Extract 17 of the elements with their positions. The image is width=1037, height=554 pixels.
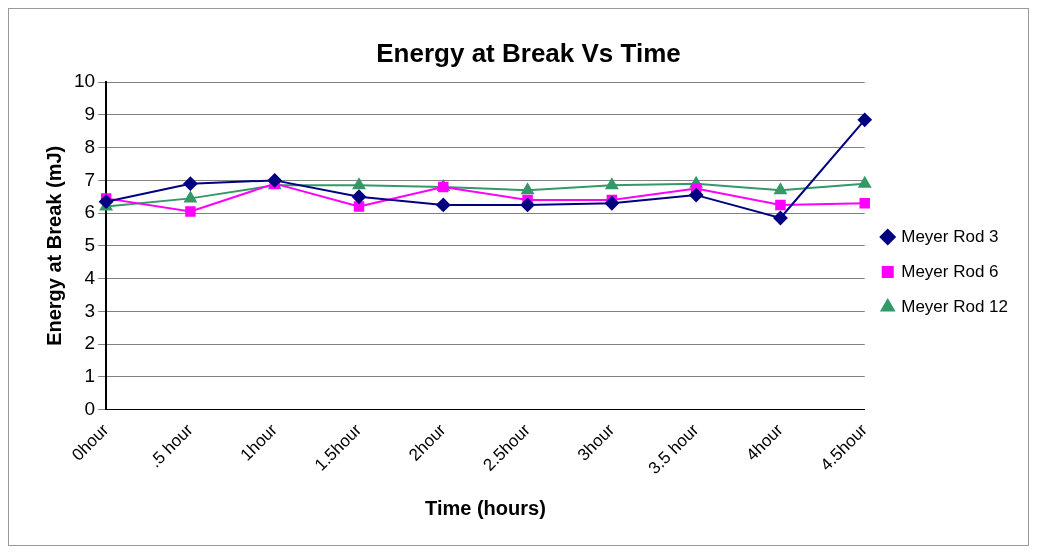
y-tick-label: 4	[84, 266, 96, 288]
legend-label: Meyer Rod 12	[901, 296, 1009, 316]
x-axis-title: Time (hours)	[425, 496, 546, 519]
y-tick-label: 9	[84, 103, 96, 125]
y-tick-label: 6	[84, 201, 96, 223]
y-tick-label: 7	[84, 168, 96, 190]
legend-label: Meyer Rod 3	[901, 226, 999, 246]
y-tick-label: 1	[84, 364, 96, 386]
y-axis-title: Energy at Break (mJ)	[42, 145, 65, 346]
y-tick-label: 8	[84, 135, 96, 157]
y-tick-label: 10	[73, 70, 96, 92]
chart-title: Energy at Break Vs Time	[376, 37, 681, 68]
y-tick-label: 5	[84, 234, 96, 256]
legend-label: Meyer Rod 6	[901, 261, 999, 281]
y-tick-label: 0	[84, 397, 96, 419]
y-tick-label: 2	[84, 332, 96, 354]
y-tick-label: 3	[84, 299, 96, 321]
